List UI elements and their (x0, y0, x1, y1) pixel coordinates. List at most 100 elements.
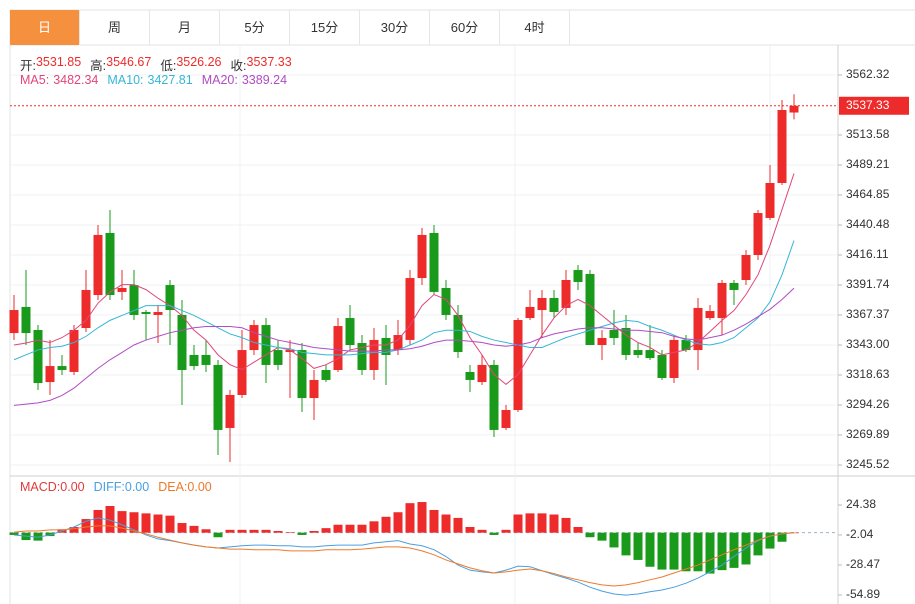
candle-body (417, 234, 427, 279)
candle-body (717, 282, 727, 319)
legend-value: 0.00 (124, 480, 150, 494)
candle-body (393, 335, 403, 351)
macd-bar (585, 532, 595, 538)
candle-body (573, 270, 583, 282)
y-tick-label: 3294.26 (846, 397, 890, 411)
candle-body (201, 354, 211, 365)
macd-bar (549, 514, 559, 533)
candle-body (633, 350, 643, 355)
legend-name: MA10: (107, 73, 144, 87)
macd-bar (153, 514, 163, 533)
tab[interactable]: 15分 (290, 10, 360, 45)
candle-body (621, 328, 631, 355)
candle-body (321, 369, 331, 380)
candle-body (189, 354, 199, 367)
tab[interactable]: 月 (150, 10, 220, 45)
candle-body (729, 282, 739, 290)
candle-body (177, 314, 187, 370)
macd-bar (597, 532, 607, 541)
candle-body (681, 339, 691, 351)
ohlc-item: 高: 3546.67 (90, 55, 151, 74)
tab[interactable]: 5分 (220, 10, 290, 45)
candle-body (537, 297, 547, 311)
macd-bar (501, 529, 511, 533)
macd-bar (465, 527, 475, 533)
candle-body (669, 339, 679, 378)
candle-body (81, 289, 91, 329)
tab[interactable]: 日 (10, 10, 80, 45)
macd-bar (33, 532, 43, 541)
legend-item: MACD: 0.00 (20, 480, 85, 494)
macd-bar (669, 532, 679, 570)
candle-body (141, 312, 151, 314)
candle-body (369, 339, 379, 370)
ma-line (13, 173, 795, 386)
y-tick-label: 3367.37 (846, 307, 890, 321)
ohlc-item: 开: 3531.85 (20, 55, 81, 74)
macd-bar (729, 532, 739, 568)
candle-body (777, 109, 787, 183)
candle-body (597, 337, 607, 346)
ma-line (13, 287, 795, 406)
tab[interactable]: 60分 (430, 10, 500, 45)
candle-body (345, 318, 355, 346)
candle-body (9, 310, 19, 334)
ohlc-value: 3526.26 (176, 55, 222, 69)
macd-bar (753, 532, 763, 556)
tab[interactable]: 周 (80, 10, 150, 45)
macd-bar (477, 529, 487, 533)
tab-bar: 日周月 5分 15分 30分 60分 4时 (10, 10, 570, 45)
legend-name: DEA: (158, 480, 188, 494)
candle-body (297, 350, 307, 399)
candle-body (273, 350, 283, 365)
macd-bar (249, 529, 259, 533)
macd-bar (573, 527, 583, 533)
candle-body (357, 343, 367, 370)
ohlc-item: 收: 3537.33 (231, 55, 292, 74)
y-tick-label: 3343.00 (846, 337, 890, 351)
candle-body (405, 278, 415, 340)
candle-body (45, 366, 55, 383)
y-tick-label: 3318.63 (846, 367, 890, 381)
macd-bar (705, 532, 715, 574)
macd-bar (105, 505, 115, 533)
candle-body (153, 312, 163, 315)
macd-bar (261, 529, 271, 533)
legend-value: 3427.81 (147, 73, 193, 87)
macd-bar (489, 532, 499, 535)
candle-body (381, 337, 391, 355)
tab[interactable]: 30分 (360, 10, 430, 45)
candle-body (237, 350, 247, 395)
candle-body (693, 307, 703, 351)
candle-body (477, 364, 487, 383)
candle-body (585, 273, 595, 346)
legend-name: DIFF: (93, 480, 125, 494)
macd-bar (609, 532, 619, 548)
ma-legend: MA5: 3482.34 MA10: 3427.81 MA20: 3389.24 (20, 73, 287, 87)
y-tick-label: -54.89 (846, 587, 880, 601)
macd-bar (345, 524, 355, 533)
candle-body (165, 285, 175, 311)
legend-value: 0.00 (187, 480, 212, 494)
y-tick-label: -28.47 (846, 557, 880, 571)
ma-line (13, 240, 795, 361)
macd-bar (141, 513, 151, 533)
macd-bar (117, 511, 127, 533)
y-tick-label: -2.04 (846, 527, 874, 541)
macd-bar (213, 532, 223, 538)
ohlc-label: 高: (90, 59, 107, 73)
macd-bar (285, 532, 295, 533)
ohlc-item: 低: 3526.26 (160, 55, 221, 74)
ohlc-value: 3531.85 (35, 55, 82, 69)
macd-bar (417, 502, 427, 533)
y-tick-label: 3416.11 (846, 247, 889, 261)
tab[interactable]: 4时 (500, 10, 570, 45)
y-tick-label: 3464.85 (846, 187, 890, 201)
candle-body (525, 306, 535, 319)
candle-body (117, 288, 127, 292)
macd-bar (321, 528, 331, 533)
macd-bar (693, 532, 703, 572)
candle-body (33, 329, 43, 384)
macd-bar (633, 532, 643, 560)
